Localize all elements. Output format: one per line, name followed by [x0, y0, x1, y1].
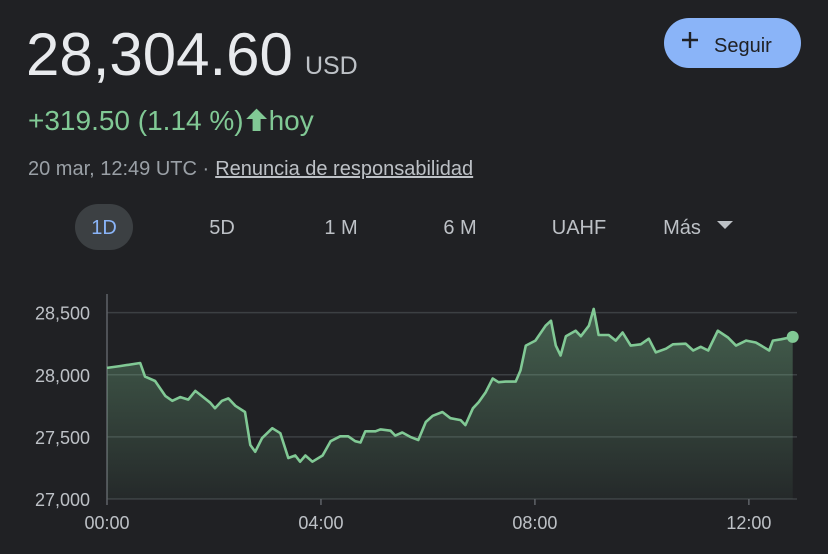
- dropdown-icon[interactable]: [717, 221, 733, 229]
- currency: USD: [305, 52, 358, 80]
- area: [107, 308, 793, 499]
- y-tick-label: 27,000: [35, 490, 90, 510]
- tab[interactable]: 1 M: [324, 217, 357, 239]
- price: 28,304.60: [26, 21, 293, 88]
- tab[interactable]: UAHF: [552, 217, 606, 239]
- x-tick-label: 08:00: [512, 513, 557, 533]
- tab[interactable]: Más: [663, 217, 701, 239]
- y-tick-label: 28,500: [35, 304, 90, 324]
- button-bg[interactable]: [664, 18, 801, 68]
- x-tick-label: 00:00: [84, 513, 129, 533]
- last-point: [786, 330, 799, 343]
- button-label[interactable]: Seguir: [714, 35, 772, 57]
- tab-selected-bg: [75, 204, 133, 250]
- y-tick-label: 27,500: [35, 428, 90, 448]
- timestamp: 20 mar, 12:49 UTC ·: [28, 158, 209, 180]
- tab[interactable]: 6 M: [443, 217, 476, 239]
- plus-icon[interactable]: [682, 32, 698, 48]
- tab[interactable]: 5D: [209, 217, 235, 239]
- follow-button[interactable]: Seguir: [664, 18, 801, 68]
- change: +319.50 (1.14 %): [28, 105, 244, 136]
- tabs: 1D 5D 1 M 6 M UAHF Más: [91, 217, 733, 239]
- up-arrow: [246, 108, 268, 131]
- disclaimer-link[interactable]: Renuncia de responsabilidad: [215, 158, 473, 180]
- x-tick-label: 12:00: [726, 513, 771, 533]
- y-tick-label: 28,000: [35, 366, 90, 386]
- line: [106, 307, 793, 463]
- period: hoy: [269, 105, 314, 136]
- x-tick-label: 04:00: [298, 513, 343, 533]
- tab[interactable]: 1D: [91, 217, 117, 239]
